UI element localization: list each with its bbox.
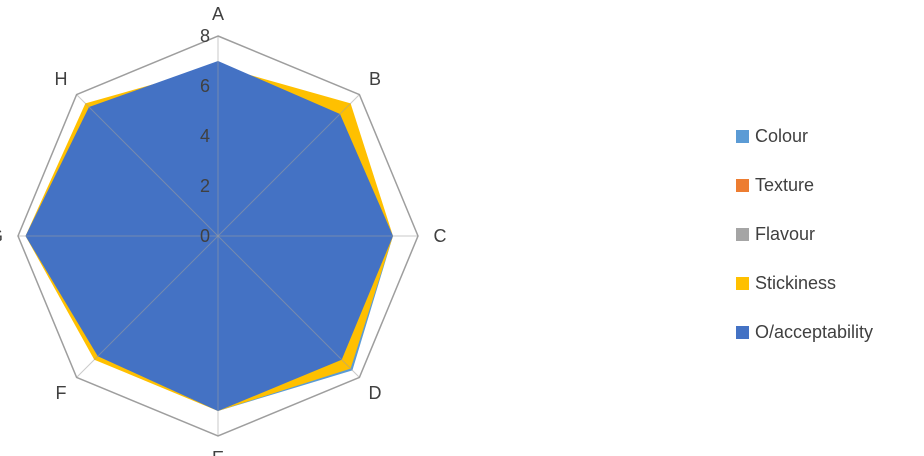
category-label-b: B [369, 69, 381, 89]
radial-tick-label: 8 [200, 26, 210, 46]
category-label-a: A [212, 4, 224, 24]
legend-label-texture: Texture [755, 174, 815, 195]
legend: Colour Texture Flavour Stickiness O/acceptab… [736, 124, 873, 369]
radial-tick-label: 0 [200, 226, 210, 246]
legend-item-flavour: Flavour [736, 222, 873, 246]
legend-swatch-texture [736, 178, 749, 192]
category-label-f: F [56, 383, 67, 403]
category-label-g: G [0, 226, 3, 246]
legend-label-o-acceptability: O/acceptability [755, 321, 874, 342]
category-label-c: C [434, 226, 447, 246]
radial-tick-label: 2 [200, 176, 210, 196]
legend-label-colour: Colour [755, 125, 809, 146]
radial-tick-label: 4 [200, 126, 210, 146]
series-layer [25, 61, 393, 411]
grid-spoke-b [217, 94, 360, 237]
category-label-d: D [369, 383, 382, 403]
grid-spoke-f [76, 235, 219, 378]
grid-spoke-d [217, 235, 360, 378]
category-label-layer: A B C D E F G H [0, 4, 447, 456]
legend-label-flavour: Flavour [755, 223, 816, 244]
radial-tick-label: 6 [200, 76, 210, 96]
legend-swatch-colour [736, 129, 749, 143]
legend-swatch-o-acceptability [736, 325, 749, 339]
legend-item-stickiness: Stickiness [736, 271, 873, 295]
category-label-h: H [55, 69, 68, 89]
legend-swatch-flavour [736, 227, 749, 241]
legend-swatch-stickiness [736, 276, 749, 290]
category-label-e: E [212, 448, 224, 456]
legend-item-o-acceptability: O/acceptability [736, 320, 873, 344]
legend-label-stickiness: Stickiness [755, 272, 837, 293]
grid-spoke-h [76, 94, 219, 237]
legend-item-colour: Colour [736, 124, 873, 148]
legend-item-texture: Texture [736, 173, 873, 197]
tick-layer: 0 2 4 6 8 [200, 26, 210, 246]
grid-layer [17, 35, 419, 437]
